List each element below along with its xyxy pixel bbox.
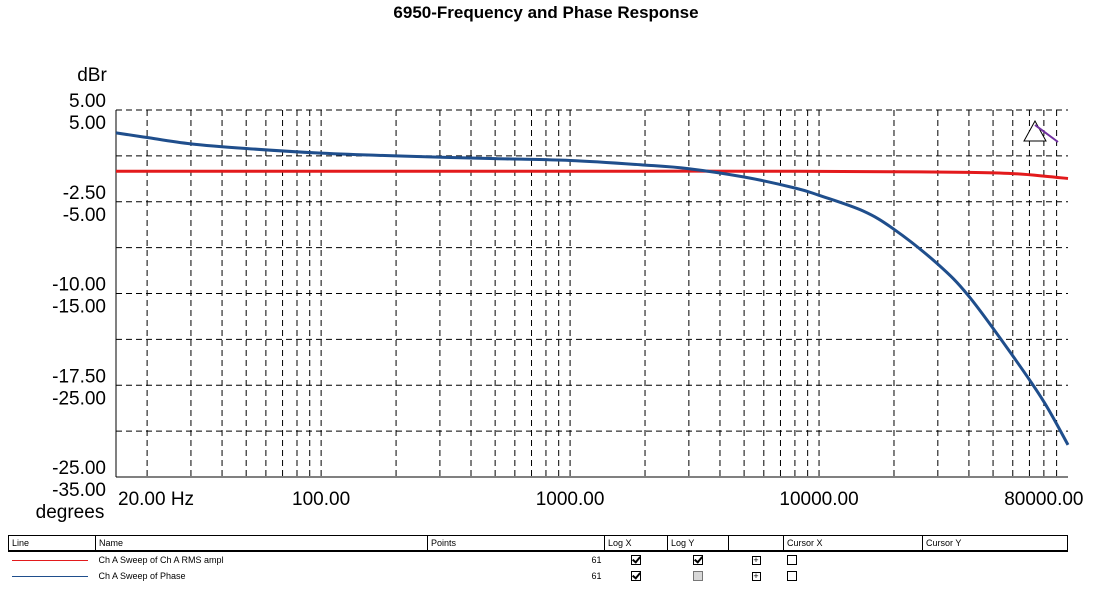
col-header-name[interactable]: Name (95, 535, 428, 552)
y-tick-label-dbr: -10.00 (52, 275, 106, 296)
x-tick-label: 80000.00 (1004, 489, 1083, 510)
series-line (116, 169, 1069, 180)
series-line (115, 131, 1070, 446)
series-layer (115, 131, 1070, 446)
col-header-log-x[interactable]: Log X (604, 535, 668, 552)
cursor-x-checkbox[interactable] (786, 571, 797, 582)
log-y-checkbox[interactable] (693, 555, 703, 566)
y-tick-label-degrees: -35.00 (52, 480, 106, 501)
points-value: 61 (591, 555, 602, 565)
log-y-checkbox[interactable] (693, 571, 703, 582)
x-tick-label: 20.00 Hz (118, 489, 194, 510)
expand-plus-icon[interactable]: + (751, 571, 761, 582)
chart-title: 6950-Frequency and Phase Response (393, 3, 698, 22)
tick-labels: 5.00-2.50-10.00-17.50-25.005.00-5.00-15.… (52, 91, 1083, 510)
legend-row[interactable]: Ch A Sweep of Phase 61 + (9, 568, 1068, 584)
y-tick-label-degrees: -5.00 (63, 205, 106, 226)
x-tick-label: 10000.00 (779, 489, 858, 510)
y-axis-label-dbr: dBr (77, 65, 107, 86)
x-tick-label: 1000.00 (536, 489, 605, 510)
y-tick-label-dbr: 5.00 (69, 91, 106, 112)
line-swatch (11, 576, 88, 578)
col-header-cursor-y[interactable]: Cursor Y (922, 535, 1068, 552)
col-header-cursor-x[interactable]: Cursor X (783, 535, 923, 552)
cursor-x-checkbox[interactable] (786, 555, 797, 566)
y-tick-label-degrees: 5.00 (69, 113, 106, 134)
cursor-y-cell (923, 568, 1068, 584)
x-tick-label: 100.00 (292, 489, 350, 510)
col-header-log-y[interactable]: Log Y (667, 535, 729, 552)
series-name: Ch A Sweep of Phase (98, 571, 186, 581)
col-header-blank[interactable] (728, 535, 784, 552)
y-axis-label-degrees: degrees (36, 502, 105, 523)
y-tick-label-degrees: -25.00 (52, 388, 106, 409)
line-swatch (11, 560, 88, 562)
log-x-checkbox[interactable] (631, 571, 641, 582)
triangle-marker-icon[interactable] (1023, 119, 1059, 143)
y-tick-label-dbr: -2.50 (63, 183, 106, 204)
points-value: 61 (591, 571, 602, 581)
col-header-line[interactable]: Line (8, 535, 96, 552)
series-name: Ch A Sweep of Ch A RMS ampl (98, 555, 224, 565)
expand-plus-icon[interactable]: + (751, 555, 761, 566)
legend-table: Line Name Points Log X Log Y Cursor X Cu… (8, 535, 1068, 584)
y-tick-label-degrees: -15.00 (52, 297, 106, 318)
y-tick-label-dbr: -17.50 (52, 366, 106, 387)
col-header-points[interactable]: Points (427, 535, 605, 552)
legend-row[interactable]: Ch A Sweep of Ch A RMS ampl 61 + (9, 551, 1068, 568)
y-tick-label-dbr: -25.00 (52, 458, 106, 479)
cursor-y-cell (923, 551, 1068, 568)
grid (116, 109, 1068, 478)
log-x-checkbox[interactable] (631, 555, 641, 566)
chart: 6950-Frequency and Phase Response dBr de… (36, 3, 1084, 523)
